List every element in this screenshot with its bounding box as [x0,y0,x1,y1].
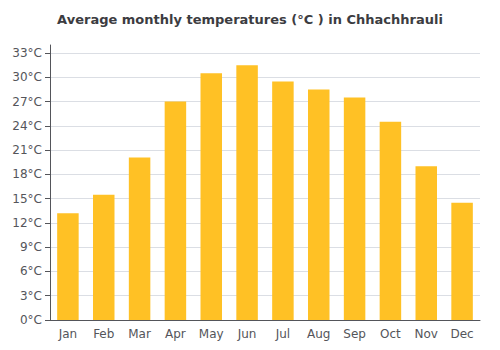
svg-text:27°C: 27°C [12,95,42,109]
svg-text:Apr: Apr [165,327,186,341]
svg-text:0°C: 0°C [20,313,42,327]
svg-text:Sep: Sep [343,327,366,341]
svg-text:Aug: Aug [307,327,330,341]
svg-text:Jan: Jan [58,327,78,341]
svg-text:30°C: 30°C [12,70,42,84]
svg-text:May: May [199,327,224,341]
svg-text:Mar: Mar [128,327,151,341]
svg-text:24°C: 24°C [12,119,42,133]
svg-text:6°C: 6°C [20,264,42,278]
svg-text:21°C: 21°C [12,143,42,157]
svg-text:Dec: Dec [450,327,473,341]
svg-text:3°C: 3°C [20,289,42,303]
svg-text:Feb: Feb [93,327,114,341]
svg-text:12°C: 12°C [12,216,42,230]
svg-text:15°C: 15°C [12,192,42,206]
svg-text:Average monthly temperatures (: Average monthly temperatures (°C ) in Ch… [57,12,443,27]
svg-text:18°C: 18°C [12,167,42,181]
svg-text:Jul: Jul [275,327,290,341]
svg-text:Oct: Oct [380,327,401,341]
svg-text:Jun: Jun [237,327,257,341]
svg-text:Nov: Nov [415,327,438,341]
svg-text:9°C: 9°C [20,240,42,254]
svg-text:33°C: 33°C [12,46,42,60]
